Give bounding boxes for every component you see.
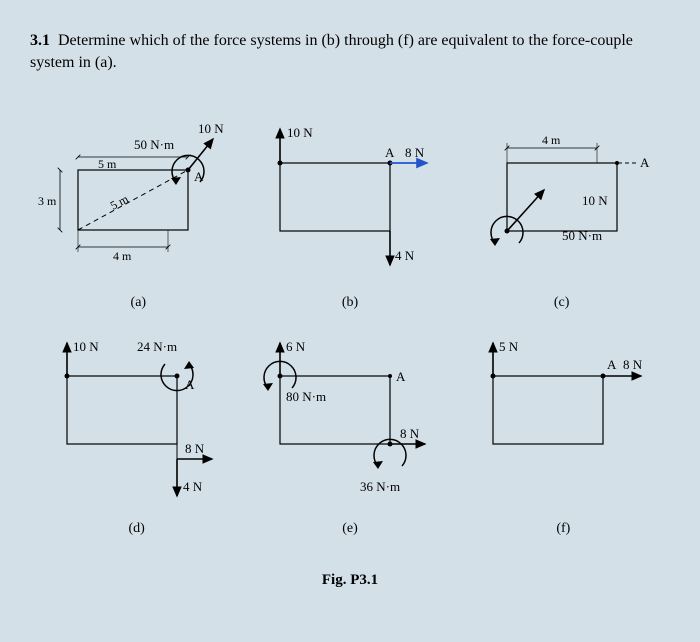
fig-d-label: (d) [128,521,144,537]
figure-b: 10 N A 8 N 4 N (b) [255,115,445,311]
figure-a-svg: A 50 N·m 10 N 5 m 3 m 5 m [38,115,238,285]
fig-d-10N: 10 N [73,339,99,354]
fig-e-label: (e) [342,521,358,537]
fig-b-10N: 10 N [287,125,313,140]
figure-caption: Fig. P3.1 [30,572,670,589]
fig-f-label: (f) [556,521,570,537]
fig-f-8N: 8 N [623,357,643,372]
fig-b-pointA: A [385,145,395,160]
fig-c-4m: 4 m [542,133,561,147]
fig-e-36: 36 N·m [360,479,400,494]
fig-a-couple: 50 N·m [134,137,174,152]
fig-c-pointA: A [640,155,650,170]
fig-a-5m: 5 m [98,157,117,171]
fig-e-6N: 6 N [286,339,306,354]
fig-d-couple: 24 N·m [137,339,177,354]
figure-e: 6 N 80 N·m A 8 N 36 N·m (e) [250,331,450,537]
figure-f: 5 N A 8 N (f) [463,331,663,537]
fig-c-label: (c) [554,295,570,311]
fig-b-label: (b) [342,295,358,311]
figures-row-1: A 50 N·m 10 N 5 m 3 m 5 m [30,115,670,311]
fig-e-8N: 8 N [400,426,420,441]
problem-statement: 3.1 Determine which of the force systems… [30,30,670,75]
figure-e-svg: 6 N 80 N·m A 8 N 36 N·m [250,331,450,511]
fig-a-diag: 5 m [108,191,131,212]
figure-d: 10 N 24 N·m A 8 N 4 N (d) [37,331,237,537]
figures-row-2: 10 N 24 N·m A 8 N 4 N (d) [30,331,670,537]
figure-f-svg: 5 N A 8 N [463,331,663,511]
figure-b-svg: 10 N A 8 N 4 N [255,115,445,285]
fig-f-5N: 5 N [499,339,519,354]
fig-a-4m: 4 m [113,249,132,263]
fig-d-8N: 8 N [185,441,205,456]
problem-number: 3.1 [30,32,50,49]
problem-body: Determine which of the force systems in … [30,32,633,71]
fig-d-4N: 4 N [183,479,203,494]
figures-grid: A 50 N·m 10 N 5 m 3 m 5 m [30,115,670,589]
fig-b-8N: 8 N [405,145,425,160]
fig-a-label: (a) [131,295,147,311]
fig-c-10N: 10 N [582,193,608,208]
fig-d-pointA: A [185,377,195,392]
figure-c: 4 m A 10 N 50 N·m (c) [462,115,662,311]
figure-d-svg: 10 N 24 N·m A 8 N 4 N [37,331,237,511]
fig-e-80: 80 N·m [286,389,326,404]
fig-b-4N: 4 N [395,248,415,263]
figure-a: A 50 N·m 10 N 5 m 3 m 5 m [38,115,238,311]
fig-a-3m: 3 m [38,194,57,208]
fig-c-couple: 50 N·m [562,228,602,243]
fig-a-force: 10 N [198,121,224,136]
figure-c-svg: 4 m A 10 N 50 N·m [462,115,662,285]
fig-e-pointA: A [396,369,406,384]
fig-f-pointA: A [607,357,617,372]
